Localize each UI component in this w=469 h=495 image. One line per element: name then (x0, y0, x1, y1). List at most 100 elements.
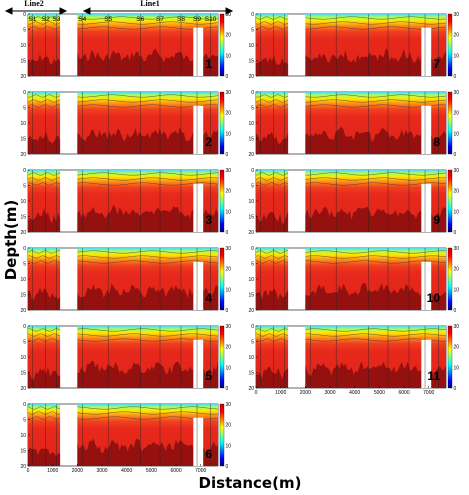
y-tick-label: 15 (20, 449, 26, 455)
y-tick-label: 15 (248, 293, 254, 299)
colorbar-tick-label: 20 (226, 33, 232, 39)
contour-line (77, 21, 219, 25)
station-label: S6 (136, 16, 144, 23)
colorbar (447, 325, 453, 389)
colorbar-tick-label: 10 (454, 209, 460, 215)
contour-line (77, 333, 219, 337)
y-tick-label: 0 (251, 324, 254, 330)
x-tick-label: 1000 (275, 390, 286, 396)
y-tick-label: 10 (248, 43, 254, 49)
colorbar-tick-label: 10 (454, 53, 460, 59)
colorbar-tick-label: 30 (226, 12, 232, 18)
panel-1: 0 5 10 15 20 30 20 10 0 1 S1 S2 S3 S4 S5 S6 S7 S8 S9 S10 (20, 12, 231, 80)
contour-line (27, 260, 61, 264)
bottom-band (256, 288, 289, 310)
station-label: S10 (205, 16, 217, 23)
contour-line (27, 255, 61, 259)
y-tick-label: 20 (248, 74, 254, 80)
contour-line (255, 94, 289, 98)
station-label: S2 (42, 16, 50, 23)
colorbar-tick-label: 10 (226, 287, 232, 293)
contour-line (27, 94, 61, 98)
contour-line (77, 99, 219, 103)
contour-line (305, 99, 447, 103)
y-tick-label: 5 (23, 184, 26, 190)
line2-label: Line2 (24, 0, 44, 8)
bottom-band (28, 131, 61, 154)
panel-4: 0 5 10 15 20 30 20 10 0 4 (20, 246, 231, 314)
panel-11: 0 5 10 15 20 30 20 10 0 11 0 1000 2000 3000 4000 5000 60… (248, 324, 459, 396)
contour-line (77, 16, 219, 20)
x-tick-label: 2000 (72, 468, 83, 474)
colorbar-tick-label: 10 (226, 443, 232, 449)
colorbar-tick-label: 30 (454, 168, 460, 174)
y-tick-label: 10 (20, 355, 26, 361)
colorbar-tick-label: 0 (454, 74, 457, 80)
colorbar (219, 247, 225, 311)
panel-number: 1 (205, 57, 212, 71)
x-tick-label: 7000 (423, 390, 434, 396)
y-tick-label: 15 (20, 137, 26, 143)
panel-2: 0 5 10 15 20 30 20 10 0 2 (20, 90, 231, 158)
colorbar (447, 169, 453, 233)
y-tick-label: 15 (20, 371, 26, 377)
contour-line (255, 104, 289, 108)
land-notch (193, 417, 204, 466)
bottom-band (256, 211, 289, 232)
station-label: S7 (156, 16, 164, 23)
bottom-band (28, 447, 61, 466)
contour-line (27, 182, 61, 186)
y-tick-label: 0 (23, 12, 26, 18)
y-tick-label: 0 (23, 90, 26, 96)
colorbar (447, 13, 453, 77)
y-tick-label: 5 (23, 418, 26, 424)
contour-line (27, 26, 61, 30)
contour-line (27, 99, 61, 103)
contour-line (305, 260, 447, 264)
contour-line (255, 333, 289, 337)
station-label: S3 (52, 16, 60, 23)
bottom-band (305, 48, 446, 76)
contour-line (27, 416, 61, 420)
line1-label: Line1 (140, 0, 160, 8)
colorbar-tick-label: 20 (454, 33, 460, 39)
y-tick-label: 0 (251, 168, 254, 174)
colorbar-tick-label: 20 (226, 189, 232, 195)
y-tick-label: 0 (251, 12, 254, 18)
contour-line (255, 260, 289, 264)
y-tick-label: 5 (251, 106, 254, 112)
y-tick-label: 5 (23, 262, 26, 268)
y-tick-label: 20 (20, 152, 26, 158)
bottom-band (28, 287, 61, 310)
colorbar-tick-label: 10 (226, 53, 232, 59)
contour-line (27, 177, 61, 181)
contour-line (305, 338, 447, 342)
contour-line (255, 182, 289, 186)
bottom-band (28, 366, 61, 388)
bottom-band (77, 283, 218, 310)
bottom-band (256, 367, 289, 388)
colorbar (219, 91, 225, 155)
bottom-band (305, 126, 446, 154)
contour-line (27, 406, 61, 410)
colorbar-tick-label: 0 (226, 386, 229, 392)
y-tick-label: 10 (20, 121, 26, 127)
y-tick-label: 0 (23, 246, 26, 252)
colorbar-tick-label: 0 (454, 386, 457, 392)
station-label: S1 (28, 16, 36, 23)
colorbar-tick-label: 20 (454, 111, 460, 117)
y-tick-label: 20 (20, 74, 26, 80)
land-notch (421, 261, 432, 310)
contour-line (77, 328, 219, 332)
contour-line (305, 21, 447, 25)
contour-line (305, 333, 447, 337)
y-tick-label: 5 (251, 262, 254, 268)
y-tick-label: 20 (20, 308, 26, 314)
bottom-band (256, 131, 289, 154)
x-tick-label: 7000 (195, 468, 206, 474)
panel-3: 0 5 10 15 20 30 20 10 0 3 (20, 168, 231, 236)
y-tick-label: 10 (248, 355, 254, 361)
y-tick-label: 10 (248, 277, 254, 283)
x-tick-label: 1000 (47, 468, 58, 474)
contour-line (255, 177, 289, 181)
